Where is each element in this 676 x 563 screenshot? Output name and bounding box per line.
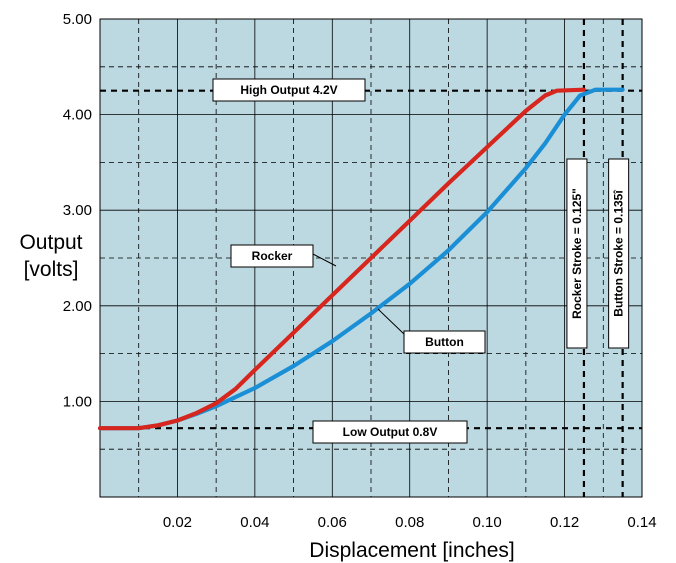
x-tick-labels: 0.02 0.04 0.06 0.08 0.10 0.12 0.14 [163, 514, 657, 531]
high-output-label-box [212, 78, 366, 102]
x-tick-label: 0.04 [240, 514, 269, 531]
rocker-leader-line [312, 253, 337, 267]
y-tick-label: 4.00 [63, 107, 92, 124]
annotations: High Output 4.2V Low Output 0.8V Rocker St… [212, 78, 630, 444]
series-lines [97, 87, 625, 431]
series-line-rocker [97, 87, 586, 431]
y-tick-labels: 1.00 2.00 3.00 4.00 5.00 [63, 11, 92, 410]
y-axis-label-line2: [volts] [24, 258, 79, 281]
rocker-stroke-label: Rocker Stroke = 0.125" [570, 188, 584, 319]
y-tick-label: 5.00 [63, 11, 92, 28]
button-leader-line [377, 308, 405, 335]
x-tick-label: 0.02 [163, 514, 192, 531]
rocker-stroke-label-box [566, 158, 588, 349]
x-tick-label: 0.08 [395, 514, 424, 531]
x-tick-label: 0.12 [550, 514, 579, 531]
rocker-callout: Rocker [252, 249, 293, 263]
low-output-label-box [312, 420, 468, 444]
y-tick-label: 3.00 [63, 202, 92, 219]
y-tick-label: 2.00 [63, 298, 92, 315]
button-stroke-label: Button Stroke = 0.135î [612, 190, 626, 317]
rocker-callout-box [230, 244, 314, 268]
y-axis-label-line1: Output [19, 231, 82, 254]
button-callout-box [403, 330, 486, 354]
y-tick-label: 1.00 [63, 393, 92, 410]
x-tick-label: 0.14 [627, 514, 656, 531]
button-stroke-label-box [608, 158, 630, 349]
low-output-label: Low Output 0.8V [343, 425, 438, 439]
button-callout: Button [425, 335, 464, 349]
high-output-label: High Output 4.2V [240, 83, 337, 97]
x-axis-label: Displacement [inches] [309, 539, 514, 562]
x-tick-label: 0.10 [473, 514, 502, 531]
x-tick-label: 0.06 [318, 514, 347, 531]
